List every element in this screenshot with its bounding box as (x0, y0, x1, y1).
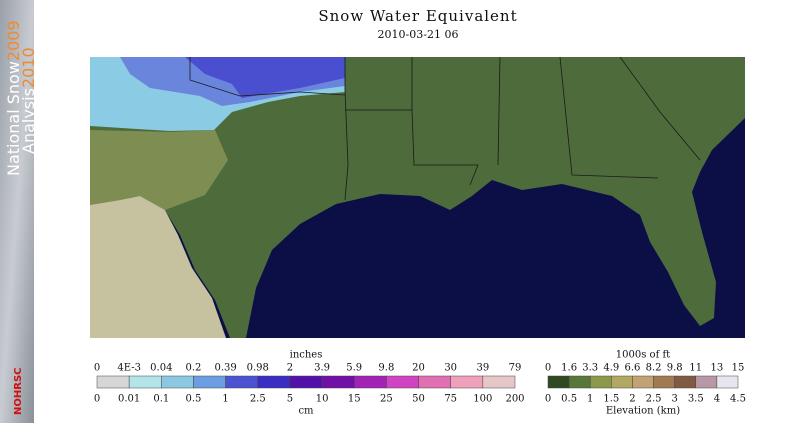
logo: NOHRSC (13, 368, 24, 415)
legend-label: 25 (380, 394, 393, 405)
legend-swatch (589, 375, 612, 389)
legend-swatch (450, 375, 484, 389)
legend-swatch (257, 375, 291, 389)
legend-label: 10 (316, 394, 329, 405)
legend-label: 3 (671, 394, 677, 405)
legend-swatch (289, 375, 323, 389)
legend-swatch (547, 375, 570, 389)
legend-swatch (674, 375, 697, 389)
legend-label: 4.9 (603, 363, 619, 374)
legend-label: 1 (222, 394, 228, 405)
legend-swatch (193, 375, 226, 389)
legend-swatch (353, 375, 387, 389)
legend-swatch (653, 375, 675, 389)
legend-label: 9.8 (378, 363, 394, 374)
legend-label: 15 (732, 363, 745, 374)
legend-label: 0 (94, 394, 100, 405)
legend-swatch (482, 375, 516, 389)
legend-swatch (611, 375, 633, 389)
sidebar-text: National Snow2009 (4, 20, 23, 176)
legend-swatch (695, 375, 718, 389)
legend-label: 4.5 (730, 394, 746, 405)
legend-swatch (161, 375, 194, 389)
sidebar-line: National Snow (4, 61, 23, 176)
sidebar (0, 0, 34, 423)
legend-label: 200 (505, 394, 524, 405)
legend-label: 15 (348, 394, 361, 405)
sidebar-year: 2010 (19, 47, 38, 88)
legend-swatch (225, 375, 259, 389)
legend-label: 2.5 (250, 394, 266, 405)
legend-label: 0.5 (561, 394, 577, 405)
legend-label: 20 (412, 363, 425, 374)
legend-label: 2 (629, 394, 635, 405)
land (90, 57, 745, 338)
legend-swatch (418, 375, 451, 389)
legend-label: 4E-3 (117, 363, 141, 374)
legend-unit: cm (298, 406, 314, 417)
legend-label: 0.39 (214, 363, 236, 374)
legend-label: 0.04 (150, 363, 172, 374)
legend-label: 0 (545, 363, 551, 374)
legend-label: 2 (287, 363, 293, 374)
sidebar-text: Analysis2010 (19, 47, 38, 154)
legend-swatch (386, 375, 419, 389)
sidebar-year: 2009 (4, 20, 23, 61)
legend-label: 2.5 (646, 394, 662, 405)
state-borders (189, 56, 701, 201)
legend-label: 3.5 (688, 394, 704, 405)
legend-label: 1 (587, 394, 593, 405)
legend-label: 11 (689, 363, 702, 374)
legend-label: 50 (412, 394, 425, 405)
legend-label: 0 (545, 394, 551, 405)
legend-swatch (568, 375, 591, 389)
legend-label: 13 (711, 363, 724, 374)
legend-label: 100 (473, 394, 492, 405)
legend-swatch (96, 375, 130, 389)
legend-label: 6.6 (624, 363, 640, 374)
legend-label: 9.8 (667, 363, 683, 374)
legend-label: 3.3 (582, 363, 598, 374)
legend-label: 75 (444, 394, 457, 405)
legend-unit: Elevation (km) (606, 406, 680, 417)
legend-label: 5 (287, 394, 293, 405)
legend-unit: 1000s of ft (616, 350, 670, 361)
dry-land (90, 130, 228, 210)
legend-label: 79 (509, 363, 522, 374)
map (90, 56, 745, 338)
legend-label: 0.01 (118, 394, 140, 405)
legend-swatch (716, 375, 739, 389)
legend-label: 0.5 (186, 394, 202, 405)
subtitle: 2010-03-21 06 (378, 28, 459, 41)
legend-swatch (321, 375, 355, 389)
legend-label: 1.6 (561, 363, 577, 374)
legend-label: 0.98 (247, 363, 269, 374)
sidebar-line: Analysis (19, 88, 38, 154)
legend-label: 30 (444, 363, 457, 374)
mexico (90, 196, 226, 338)
legend-label: 1.5 (603, 394, 619, 405)
title: Snow Water Equivalent (318, 7, 517, 25)
legend-label: 0.1 (153, 394, 169, 405)
legend-label: 5.9 (346, 363, 362, 374)
legend-swatch (632, 375, 654, 389)
legend-unit: inches (290, 350, 323, 361)
legend-label: 0.2 (186, 363, 202, 374)
legend-label: 8.2 (646, 363, 662, 374)
legend-swatch (128, 375, 162, 389)
legend-label: 3.9 (314, 363, 330, 374)
legend-label: 4 (714, 394, 720, 405)
legend-label: 39 (476, 363, 489, 374)
legend-label: 0 (94, 363, 100, 374)
snow-heavy (185, 57, 345, 98)
